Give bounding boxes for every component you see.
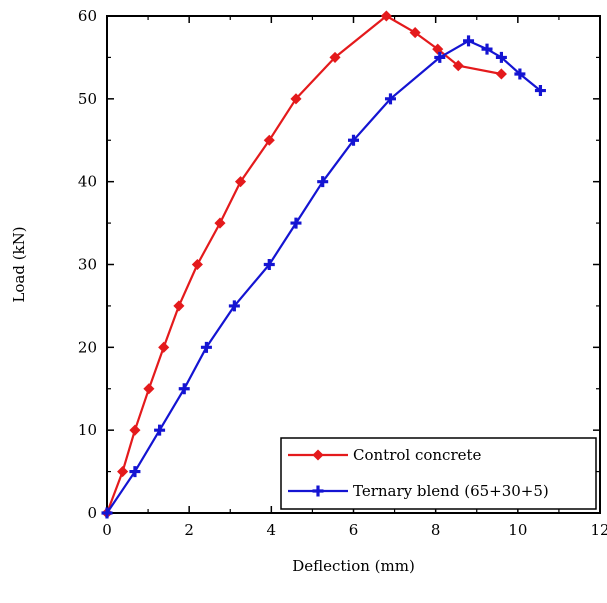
y-axis-title: Load (kN)	[10, 226, 28, 302]
data-point	[234, 176, 247, 188]
data-point	[409, 27, 421, 39]
data-point	[495, 68, 507, 80]
data-point	[514, 68, 526, 80]
data-point	[290, 93, 302, 105]
x-tick-label: 0	[102, 521, 112, 539]
data-point	[263, 134, 275, 146]
y-tick-label: 30	[78, 256, 97, 274]
x-tick-label: 2	[184, 521, 194, 539]
x-axis-ticks: 0 2 4 6 8 10 12	[102, 16, 607, 539]
data-point	[290, 217, 302, 229]
data-point	[117, 466, 129, 478]
data-point	[481, 43, 493, 55]
legend-marker	[312, 449, 324, 461]
data-point	[228, 300, 240, 312]
data-point	[178, 383, 190, 395]
x-tick-label: 8	[431, 521, 441, 539]
data-point	[384, 93, 396, 105]
y-tick-label: 40	[78, 173, 97, 191]
data-point	[534, 85, 546, 97]
x-tick-label: 10	[508, 521, 527, 539]
legend: Control concrete Ternary blend (65+30+5)	[280, 437, 597, 510]
data-point	[452, 60, 464, 72]
data-point	[434, 51, 446, 63]
x-tick-label: 12	[590, 521, 607, 539]
data-point	[158, 341, 170, 353]
legend-label: Control concrete	[353, 446, 482, 464]
data-point	[263, 259, 275, 270]
x-tick-label: 6	[349, 521, 359, 539]
data-point	[173, 300, 185, 312]
data-point	[432, 43, 444, 55]
data-point	[380, 10, 392, 22]
series-layer	[101, 10, 546, 519]
data-point	[329, 51, 341, 63]
data-point	[154, 424, 166, 436]
y-tick-label: 0	[87, 504, 97, 522]
data-point	[101, 507, 113, 519]
x-tick-label: 4	[267, 521, 277, 539]
data-point	[317, 176, 329, 188]
data-point	[495, 51, 507, 63]
data-point	[191, 258, 203, 271]
legend-item: Control concrete	[288, 446, 482, 464]
y-tick-label: 50	[78, 90, 97, 108]
y-tick-label: 20	[78, 338, 97, 356]
data-point	[463, 35, 475, 47]
legend-item: Ternary blend (65+30+5)	[288, 482, 549, 500]
series-control-concrete	[101, 10, 507, 519]
legend-marker	[312, 485, 324, 497]
y-axis-ticks: 0 10 20 30 40 50 60	[78, 7, 600, 522]
data-point	[200, 341, 212, 353]
data-point	[348, 134, 359, 146]
legend-label: Ternary blend (65+30+5)	[353, 482, 549, 500]
y-tick-label: 60	[78, 7, 97, 25]
series-ternary-blend	[101, 35, 546, 519]
y-tick-label: 10	[78, 421, 97, 439]
legend-box	[280, 437, 597, 510]
data-point	[143, 383, 155, 395]
data-point	[129, 466, 141, 478]
x-axis-title: Deflection (mm)	[292, 557, 415, 575]
data-point	[214, 217, 226, 229]
data-point	[129, 424, 141, 436]
